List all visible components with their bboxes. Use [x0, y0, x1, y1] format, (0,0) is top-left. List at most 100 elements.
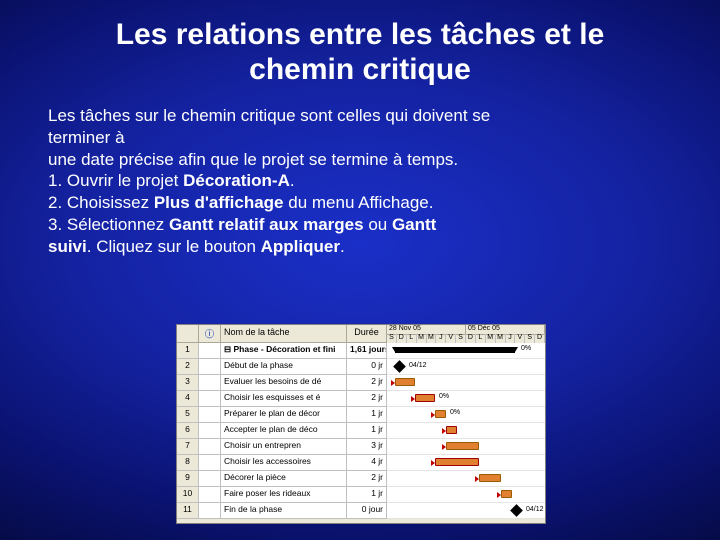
row-info — [199, 471, 221, 487]
li3-text: 3. Sélectionnez — [48, 215, 169, 234]
gantt-milestone — [510, 504, 523, 517]
table-row[interactable]: 4Choisir les esquisses et é2 jr0% — [177, 391, 545, 407]
li1-text: 1. Ouvrir le projet — [48, 171, 183, 190]
li3-or: ou — [364, 215, 392, 234]
row-task-name[interactable]: Choisir un entrepren — [221, 439, 347, 455]
gantt-bar — [446, 442, 479, 450]
row-id[interactable]: 10 — [177, 487, 199, 503]
row-duration[interactable]: 0 jour — [347, 503, 387, 519]
slide-title: Les relations entre les tâches et le che… — [40, 18, 680, 87]
day-cell: M — [417, 334, 427, 343]
table-row[interactable]: 7 Choisir un entrepren3 jr — [177, 439, 545, 455]
row-id[interactable]: 4 — [177, 391, 199, 407]
table-row[interactable]: 2 Début de la phase0 jr 04/12 — [177, 359, 545, 375]
slide-body: Les tâches sur le chemin critique sont c… — [48, 105, 680, 257]
table-row[interactable]: 3 Evaluer les besoins de dé2 jr — [177, 375, 545, 391]
day-cell: L — [476, 334, 486, 343]
milestone-date: 04/12 — [409, 362, 427, 369]
row-task-name[interactable]: Choisir les esquisses et é — [221, 391, 347, 407]
table-row[interactable]: 10 Faire poser les rideaux1 jr — [177, 487, 545, 503]
table-row[interactable]: 1 ⊟ Phase - Décoration et fini1,61 jours 0… — [177, 343, 545, 359]
row-task-name[interactable]: Accepter le plan de déco — [221, 423, 347, 439]
day-cell: D — [535, 334, 545, 343]
row-task-name[interactable]: Préparer le plan de décor — [221, 407, 347, 423]
row-gantt: 0% — [387, 407, 545, 423]
link-arrow-icon — [431, 412, 435, 418]
title-line1: Les relations entre les tâches et le — [116, 18, 605, 51]
row-id[interactable]: 1 — [177, 343, 199, 359]
body-li3-line2: suivi. Cliquez sur le bouton Appliquer. — [48, 236, 680, 258]
table-row[interactable]: 9 Décorer la pièce2 jr — [177, 471, 545, 487]
row-id[interactable]: 2 — [177, 359, 199, 375]
row-info — [199, 439, 221, 455]
day-cell: V — [515, 334, 525, 343]
row-task-name[interactable]: Choisir les accessoires — [221, 455, 347, 471]
header-task-name[interactable]: Nom de la tâche — [221, 325, 347, 343]
pct-label: 0% — [450, 409, 460, 416]
li3-bold4: Appliquer — [261, 237, 340, 256]
row-gantt — [387, 423, 545, 439]
row-task-name[interactable]: Fin de la phase — [221, 503, 347, 519]
gantt-summary-bar — [395, 347, 515, 353]
row-duration[interactable]: 2 jr — [347, 471, 387, 487]
row-duration[interactable]: 4 jr — [347, 455, 387, 471]
row-gantt: 0% — [387, 343, 545, 359]
row-duration[interactable]: 3 jr — [347, 439, 387, 455]
row-id[interactable]: 11 — [177, 503, 199, 519]
gantt-bar — [501, 490, 512, 498]
row-id[interactable]: 5 — [177, 407, 199, 423]
row-id[interactable]: 9 — [177, 471, 199, 487]
row-task-name[interactable]: ⊟ Phase - Décoration et fini — [221, 343, 347, 359]
row-info — [199, 375, 221, 391]
li3-bold3: suivi — [48, 237, 87, 256]
table-row[interactable]: 5 Préparer le plan de décor1 jr 0% — [177, 407, 545, 423]
row-id[interactable]: 7 — [177, 439, 199, 455]
row-id[interactable]: 6 — [177, 423, 199, 439]
row-duration[interactable]: 1 jr — [347, 407, 387, 423]
row-duration[interactable]: 2 jr — [347, 375, 387, 391]
gantt-bar — [479, 474, 501, 482]
table-row[interactable]: 8 Choisir les accessoires4 jr — [177, 455, 545, 471]
gantt-bar — [395, 378, 415, 386]
row-id[interactable]: 8 — [177, 455, 199, 471]
row-info — [199, 359, 221, 375]
row-info — [199, 391, 221, 407]
title-line2: chemin critique — [249, 53, 471, 86]
day-cell: J — [436, 334, 446, 343]
row-task-name[interactable]: Evaluer les besoins de dé — [221, 375, 347, 391]
day-cell: M — [496, 334, 506, 343]
row-gantt — [387, 375, 545, 391]
li2-bold: Plus d'affichage — [154, 193, 284, 212]
day-cell: V — [446, 334, 456, 343]
day-cell: S — [525, 334, 535, 343]
row-task-name[interactable]: Faire poser les rideaux — [221, 487, 347, 503]
header-info-icon[interactable]: ⓘ — [199, 325, 221, 343]
pct-label: 0% — [521, 345, 531, 352]
day-cell: D — [466, 334, 476, 343]
day-cell: L — [407, 334, 417, 343]
gantt-bar — [435, 410, 446, 418]
gantt-bar — [446, 426, 457, 434]
gantt-milestone — [393, 360, 406, 373]
table-body: 1⊟ Phase - Décoration et fini1,61 jours0… — [177, 343, 545, 519]
row-duration[interactable]: 1 jr — [347, 487, 387, 503]
row-info — [199, 343, 221, 359]
row-duration[interactable]: 1 jr — [347, 423, 387, 439]
li2-end: du menu Affichage. — [284, 193, 434, 212]
body-p1-indent: terminer à — [48, 127, 680, 149]
day-cell: S — [456, 334, 466, 343]
li1-end: . — [290, 171, 295, 190]
row-gantt — [387, 439, 545, 455]
table-row[interactable]: 6 Accepter le plan de déco1 jr — [177, 423, 545, 439]
row-duration[interactable]: 0 jr — [347, 359, 387, 375]
row-task-name[interactable]: Début de la phase — [221, 359, 347, 375]
row-duration[interactable]: 1,61 jours — [347, 343, 387, 359]
header-blank[interactable] — [177, 325, 199, 343]
row-id[interactable]: 3 — [177, 375, 199, 391]
li3-end: . — [340, 237, 345, 256]
table-row[interactable]: 11Fin de la phase0 jour04/12 — [177, 503, 545, 519]
header-duration[interactable]: Durée — [347, 325, 387, 343]
li3-bold1: Gantt relatif aux marges — [169, 215, 364, 234]
row-duration[interactable]: 2 jr — [347, 391, 387, 407]
row-task-name[interactable]: Décorer la pièce — [221, 471, 347, 487]
